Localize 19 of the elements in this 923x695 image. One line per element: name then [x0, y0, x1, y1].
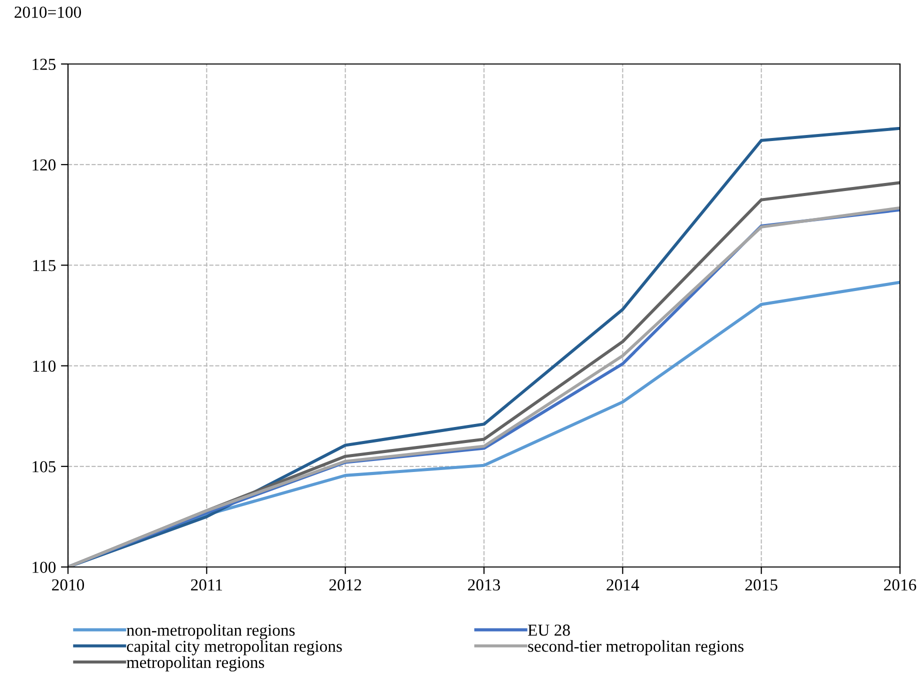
legend-label: metropolitan regions	[126, 656, 264, 672]
y-tick-label: 110	[33, 360, 56, 372]
y-tick-label: 100	[32, 562, 56, 573]
x-tick-label: 2010	[52, 579, 84, 591]
y-tick-label: 115	[33, 260, 56, 272]
x-tick-label: 2013	[468, 579, 500, 591]
x-tick-label: 2011	[191, 579, 222, 591]
legend-label: non-metropolitan regions	[126, 624, 295, 640]
legend-label: capital city metropolitan regions	[126, 640, 342, 656]
y-tick-label: 125	[32, 58, 56, 70]
x-tick-label: 2016	[884, 579, 916, 591]
x-tick-label: 2014	[606, 579, 640, 591]
x-tick-label: 2015	[745, 579, 778, 591]
y-axis-title: 2010=100	[14, 6, 82, 18]
x-tick-label: 2012	[329, 579, 362, 591]
y-tick-label: 105	[32, 461, 56, 472]
legend-label: EU 28	[528, 624, 570, 636]
y-tick-label: 120	[32, 159, 56, 171]
legend-label: second-tier metropolitan regions	[528, 640, 744, 656]
